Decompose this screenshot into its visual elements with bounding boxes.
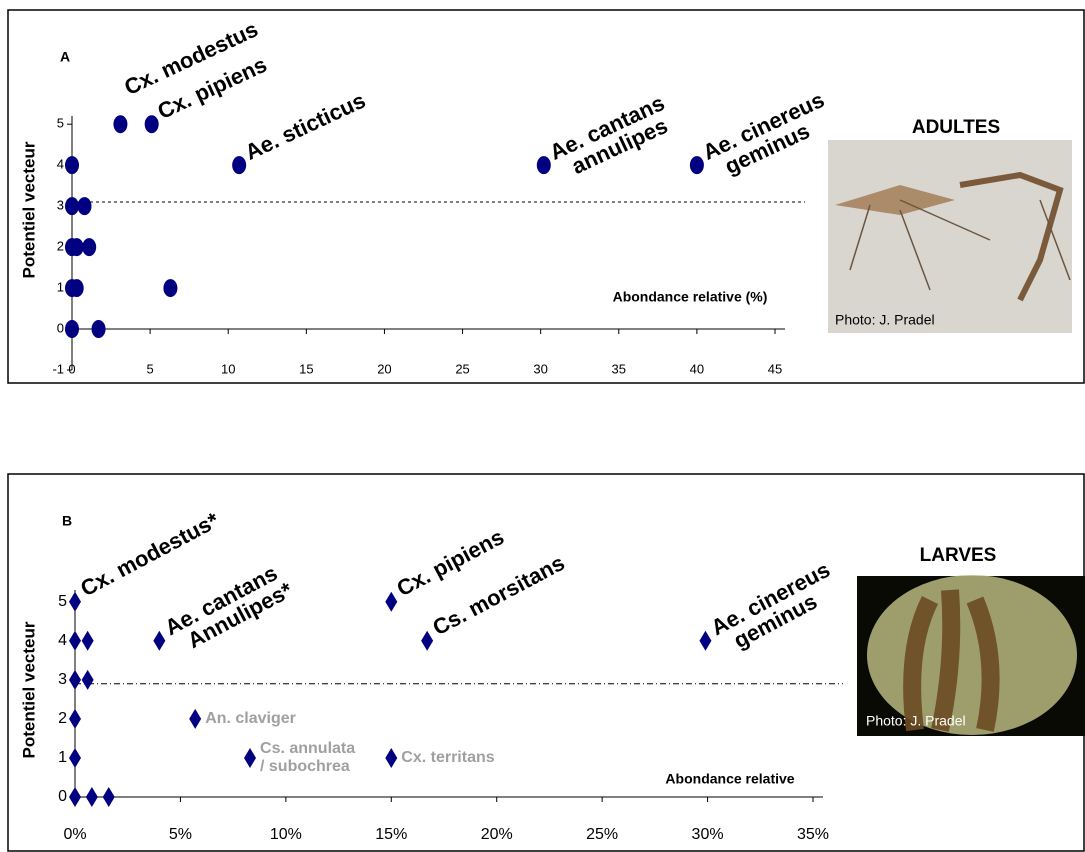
x-tick-label: 45 — [768, 361, 782, 376]
point — [86, 787, 98, 807]
x-tick-label: 5 — [146, 361, 153, 376]
point — [421, 631, 433, 651]
chart-title: A — [60, 49, 70, 65]
point — [82, 238, 96, 256]
point-label-text: Cs. annulata — [260, 740, 355, 757]
y-tick-label: 2 — [57, 239, 64, 254]
point — [69, 787, 81, 807]
point — [69, 631, 81, 651]
point — [70, 279, 84, 297]
y-tick-label: 4 — [57, 157, 64, 172]
point — [69, 670, 81, 690]
point-label-text: An. claviger — [205, 710, 296, 727]
x-tick-label: 10 — [221, 361, 235, 376]
point — [70, 238, 84, 256]
y-tick-label: 5 — [58, 593, 67, 610]
point — [65, 156, 79, 174]
y-tick-label: 1 — [58, 749, 67, 766]
point — [103, 787, 115, 807]
point — [82, 631, 94, 651]
x-tick-label: 15 — [299, 361, 313, 376]
point — [385, 748, 397, 768]
page: A B ADULTES LARVES Photo: J. Pradel Phot… — [0, 0, 1085, 852]
y-axis-title: Potentiel vecteur — [19, 621, 38, 758]
x-tick-label: 10% — [270, 826, 302, 843]
x-tick-label: 25% — [586, 826, 618, 843]
x-tick-label: 20% — [481, 826, 513, 843]
point — [145, 115, 159, 133]
point — [92, 320, 106, 338]
point-label-text: Cx. modestus* — [76, 507, 223, 601]
photo-credit: Photo: J. Pradel — [835, 312, 935, 328]
photo-adults — [828, 140, 1072, 333]
point-label: Ae. sticticus — [241, 88, 369, 165]
x-tick-label: 5% — [169, 826, 192, 843]
point — [232, 156, 246, 174]
x-tick-label: 30 — [533, 361, 547, 376]
x-axis-title: Abondance relative — [665, 771, 794, 787]
point — [69, 748, 81, 768]
y-tick-label: -1 — [52, 361, 64, 376]
point — [113, 115, 127, 133]
point — [65, 197, 79, 215]
point — [82, 670, 94, 690]
x-tick-label: 20 — [377, 361, 391, 376]
y-tick-label: 0 — [57, 320, 64, 335]
x-tick-label: 35 — [612, 361, 626, 376]
point-label-text: Cx. territans — [401, 749, 494, 766]
x-axis-title: Abondance relative (%) — [613, 289, 768, 305]
y-tick-label: 0 — [58, 788, 67, 805]
point — [690, 156, 704, 174]
point-label-text: / subochrea — [260, 758, 350, 775]
point — [65, 320, 79, 338]
x-tick-label: 40 — [690, 361, 704, 376]
point — [537, 156, 551, 174]
point — [153, 631, 165, 651]
point-label: Cs. annulata/ subochrea — [260, 740, 355, 775]
point — [69, 592, 81, 612]
y-tick-label: 4 — [58, 632, 67, 649]
x-tick-label: 15% — [375, 826, 407, 843]
point-label-text: Ae. sticticus — [241, 88, 369, 165]
x-tick-label: 0 — [68, 361, 75, 376]
y-tick-label: 3 — [57, 198, 64, 213]
point — [699, 631, 711, 651]
y-tick-label: 1 — [57, 280, 64, 295]
point — [77, 197, 91, 215]
point-label: Cx. modestus* — [76, 507, 223, 601]
point — [244, 748, 256, 768]
point-label: Cx. territans — [401, 749, 494, 766]
point-label: An. claviger — [205, 710, 296, 727]
panel-label: ADULTES — [912, 117, 1000, 138]
point — [163, 279, 177, 297]
point — [189, 709, 201, 729]
x-tick-label: 35% — [797, 826, 829, 843]
x-tick-label: 30% — [692, 826, 724, 843]
y-tick-label: 2 — [58, 710, 67, 727]
panel-label: LARVES — [920, 545, 997, 566]
point — [69, 709, 81, 729]
y-tick-label: 5 — [57, 116, 64, 131]
photo-credit: Photo: J. Pradel — [866, 713, 966, 729]
y-axis-title: Potentiel vecteur — [19, 141, 38, 278]
y-tick-label: 3 — [58, 671, 67, 688]
chart-title: B — [62, 513, 72, 529]
point — [385, 592, 397, 612]
x-tick-label: 0% — [63, 826, 86, 843]
x-tick-label: 25 — [455, 361, 469, 376]
